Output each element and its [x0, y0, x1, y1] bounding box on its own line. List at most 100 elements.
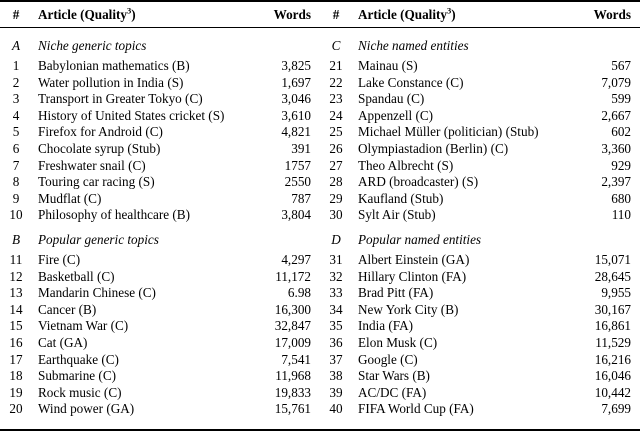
table-row: 25 Michael Müller (politician) (Stub) 60…	[323, 124, 631, 141]
word-count: 7,541	[281, 351, 311, 367]
row-number: 17	[9, 351, 23, 367]
table-row: 7 Freshwater snail (C) 1757	[3, 158, 311, 175]
header-article-close: )	[451, 7, 456, 22]
word-count: 3,610	[281, 107, 311, 123]
header-article: Article (Quality3)	[358, 7, 590, 23]
article-name: Appenzell (C)	[358, 107, 434, 123]
table-row: 3 Transport in Greater Tokyo (C) 3,046	[3, 91, 311, 108]
word-count: 16,300	[274, 301, 311, 317]
article-name: Babylonian mathematics (B)	[38, 58, 190, 73]
word-count: 3,804	[281, 207, 311, 223]
table-row: 27 Theo Albrecht (S) 929	[323, 158, 631, 175]
article-name: Elon Musk (C)	[358, 334, 438, 350]
row-number: 39	[329, 384, 343, 400]
footnote-marker: 3	[447, 7, 452, 16]
header-article-text: Article (Quality	[38, 7, 127, 22]
row-number: 9	[12, 190, 20, 206]
article-name: Chocolate syrup (Stub)	[38, 140, 161, 156]
article-name: Hillary Clinton (FA)	[358, 268, 467, 284]
article-name: New York City (B)	[358, 301, 459, 317]
table-row: 28 ARD (broadcaster) (S) 2,397	[323, 174, 631, 191]
row-number: 5	[12, 124, 20, 140]
row-number: 33	[329, 285, 343, 301]
word-count: 17,009	[274, 334, 311, 350]
row-number: 13	[9, 285, 23, 301]
table-row: 5 Firefox for Android (C) 4,821	[3, 124, 311, 141]
table-row: 10 Philosophy of healthcare (B) 3,804	[3, 207, 311, 224]
header-num: #	[12, 7, 20, 22]
word-count: 3,360	[601, 140, 631, 156]
table-row: 30 Sylt Air (Stub) 110	[323, 207, 631, 224]
word-count: 10,442	[594, 384, 631, 400]
row-number: 27	[329, 157, 343, 173]
word-count: 391	[291, 140, 311, 156]
table-row: 6 Chocolate syrup (Stub) 391	[3, 141, 311, 158]
table-row: 11 Fire (C) 4,297	[3, 252, 311, 269]
row-number: 6	[12, 140, 20, 156]
header-article-close: )	[131, 7, 136, 22]
article-name: Cat (GA)	[38, 334, 88, 350]
table-column-left: A Niche generic topics 1 Babylonian math…	[0, 30, 320, 429]
word-count: 11,529	[595, 334, 631, 350]
article-name: Michael Müller (politician) (Stub)	[358, 124, 539, 140]
word-count: 30,167	[594, 301, 631, 317]
table-row: 33 Brad Pitt (FA) 9,955	[323, 285, 631, 302]
word-count: 2,667	[601, 107, 631, 123]
row-number: 37	[329, 351, 343, 367]
table-column-right: C Niche named entities 21 Mainau (S) 567…	[320, 30, 640, 429]
article-name: Basketball (C)	[38, 268, 115, 284]
section-header: D Popular named entities	[323, 231, 631, 248]
word-count: 4,297	[281, 251, 311, 267]
row-number: 35	[329, 318, 343, 334]
section-letter: C	[331, 38, 341, 53]
table-row: 12 Basketball (C) 11,172	[3, 269, 311, 286]
word-count: 16,216	[594, 351, 631, 367]
table-row: 31 Albert Einstein (GA) 15,071	[323, 252, 631, 269]
row-number: 10	[9, 207, 23, 223]
article-name: Mainau (S)	[358, 58, 418, 73]
article-name: Sylt Air (Stub)	[358, 207, 436, 223]
article-name: Mandarin Chinese (C)	[38, 285, 156, 301]
row-number: 31	[329, 251, 343, 267]
table-row: 9 Mudflat (C) 787	[3, 191, 311, 208]
word-count: 16,861	[594, 318, 631, 334]
row-number: 26	[329, 140, 343, 156]
article-name: Earthquake (C)	[38, 351, 119, 367]
table-row: 13 Mandarin Chinese (C) 6.98	[3, 285, 311, 302]
header-group-left: # Article (Quality3) Words	[0, 7, 320, 23]
row-number: 29	[329, 190, 343, 206]
table-row: 19 Rock music (C) 19,833	[3, 385, 311, 402]
word-count: 602	[611, 124, 631, 140]
table-section: B Popular generic topics 11 Fire (C) 4,2…	[3, 231, 311, 418]
header-words: Words	[593, 7, 631, 22]
word-count: 3,825	[281, 58, 311, 73]
word-count: 2,397	[601, 174, 631, 190]
article-name: Philosophy of healthcare (B)	[38, 207, 190, 223]
table-section: A Niche generic topics 1 Babylonian math…	[3, 37, 311, 224]
header-group-right: # Article (Quality3) Words	[320, 7, 640, 23]
article-name: Albert Einstein (GA)	[358, 251, 470, 267]
table-row: 4 History of United States cricket (S) 3…	[3, 108, 311, 125]
row-number: 28	[329, 174, 343, 190]
article-name: Wind power (GA)	[38, 401, 135, 417]
word-count: 28,645	[594, 268, 631, 284]
word-count: 15,071	[594, 251, 631, 267]
row-number: 36	[329, 334, 343, 350]
table-row: 37 Google (C) 16,216	[323, 352, 631, 369]
table-row: 39 AC/DC (FA) 10,442	[323, 385, 631, 402]
word-count: 680	[611, 190, 631, 206]
section-title-label: Niche named entities	[358, 38, 469, 53]
word-count: 1,697	[281, 74, 311, 90]
article-name: Star Wars (B)	[358, 368, 430, 384]
table-row: 29 Kaufland (Stub) 680	[323, 191, 631, 208]
section-header: B Popular generic topics	[3, 231, 311, 248]
word-count: 7,079	[601, 74, 631, 90]
article-name: Rock music (C)	[38, 384, 122, 400]
header-article-text: Article (Quality	[358, 7, 447, 22]
article-name: Mudflat (C)	[38, 190, 102, 206]
table-row: 38 Star Wars (B) 16,046	[323, 368, 631, 385]
header-words: Words	[273, 7, 311, 22]
article-name: Vietnam War (C)	[38, 318, 129, 334]
row-number: 2	[12, 74, 20, 90]
